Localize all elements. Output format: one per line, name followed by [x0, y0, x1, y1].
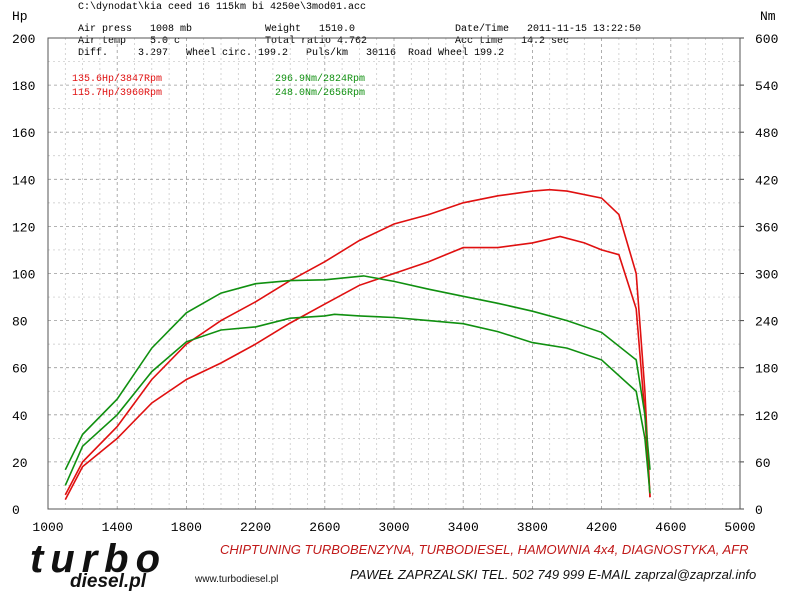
y-tick-label: 40: [12, 409, 28, 424]
x-tick-label: 3000: [378, 520, 409, 535]
header-field: Air press 1008 mb: [78, 23, 192, 35]
header-field: Total ratio 4.762: [265, 35, 367, 47]
y2-tick-label: 480: [755, 126, 778, 141]
y2-tick-label: 420: [755, 173, 778, 188]
peak-annotation: 248.0Nm/2656Rpm: [275, 87, 365, 99]
x-tick-label: 3400: [448, 520, 479, 535]
x-tick-label: 2200: [240, 520, 271, 535]
x-tick-label: 3800: [517, 520, 548, 535]
y-axis-label: Hp: [12, 9, 28, 24]
y2-tick-label: 360: [755, 220, 778, 235]
y-tick-label: 180: [12, 79, 35, 94]
curve: [64, 313, 651, 494]
y-tick-label: 60: [12, 362, 28, 377]
y2-axis-label: Nm: [760, 9, 776, 24]
y2-tick-label: 540: [755, 79, 778, 94]
plot-frame: [47, 37, 741, 510]
y2-tick-label: 600: [755, 32, 778, 47]
website: www.turbodiesel.pl: [194, 574, 278, 585]
header-field: Acc time 14.2 sec: [455, 35, 569, 47]
peak-annotation: 115.7Hp/3960Rpm: [72, 87, 162, 99]
y2-tick-label: 240: [755, 315, 778, 330]
x-tick-label: 5000: [724, 520, 755, 535]
x-tick-label: 4200: [586, 520, 617, 535]
x-tick-label: 1400: [102, 520, 133, 535]
header-field: Date/Time 2011-11-15 13:22:50: [455, 23, 641, 35]
peak-annotation: 296.9Nm/2824Rpm: [275, 73, 365, 85]
y-tick-label: 80: [12, 315, 28, 330]
y-tick-label: 100: [12, 268, 35, 283]
curve: [64, 188, 651, 498]
logo-bottom: diesel.pl: [70, 571, 147, 591]
header-field: Weight 1510.0: [265, 23, 355, 35]
x-tick-label: 1800: [171, 520, 202, 535]
x-tick-label: 2600: [309, 520, 340, 535]
footer-line2: PAWEŁ ZAPRZALSKI TEL. 502 749 999 E-MAIL…: [350, 567, 756, 582]
y2-tick-label: 60: [755, 456, 771, 471]
curve: [64, 275, 651, 471]
y-tick-label: 160: [12, 126, 35, 141]
logo-top: turbo: [30, 537, 160, 581]
y-tick-label: 200: [12, 32, 35, 47]
y2-tick-label: 180: [755, 362, 778, 377]
header-field: Diff. 3.297 Wheel circ. 199.2 Puls/km 30…: [78, 47, 504, 59]
y-tick-label: 140: [12, 173, 35, 188]
header-field: Air temp 5.0 c: [78, 35, 180, 47]
x-tick-label: 1000: [32, 520, 63, 535]
y-tick-label: 0: [12, 503, 20, 518]
curve: [64, 235, 651, 500]
peak-annotation: 135.6Hp/3847Rpm: [72, 73, 162, 85]
y-tick-label: 20: [12, 456, 28, 471]
x-tick-label: 4600: [655, 520, 686, 535]
y2-tick-label: 0: [755, 503, 763, 518]
footer-line1: CHIPTUNING TURBOBENZYNA, TURBODIESEL, HA…: [220, 542, 749, 557]
file-path: C:\dynodat\kia ceed 16 115km bi 4250e\3m…: [78, 1, 366, 13]
y2-tick-label: 300: [755, 268, 778, 283]
y-tick-label: 120: [12, 220, 35, 235]
y2-tick-label: 120: [755, 409, 778, 424]
